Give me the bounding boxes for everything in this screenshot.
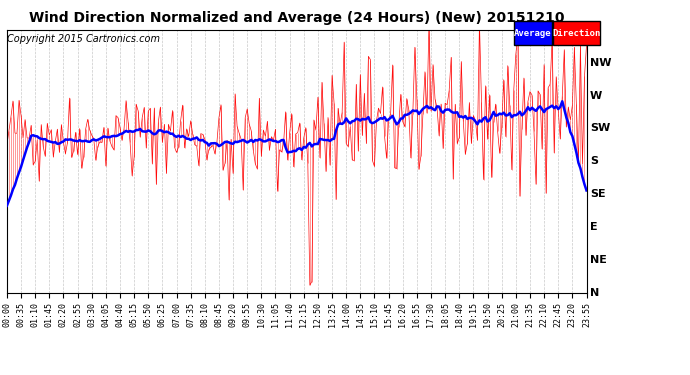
Text: NW: NW (590, 58, 611, 68)
Text: Copyright 2015 Cartronics.com: Copyright 2015 Cartronics.com (7, 34, 160, 44)
Text: E: E (590, 222, 598, 232)
Text: N: N (590, 25, 599, 35)
Text: N: N (590, 288, 599, 297)
Text: NE: NE (590, 255, 607, 265)
Text: Wind Direction Normalized and Average (24 Hours) (New) 20151210: Wind Direction Normalized and Average (2… (29, 11, 564, 25)
Text: Average: Average (514, 28, 552, 38)
Text: S: S (590, 156, 598, 166)
Text: W: W (590, 91, 602, 101)
Text: SE: SE (590, 189, 606, 199)
Text: SW: SW (590, 123, 610, 134)
Text: Direction: Direction (552, 28, 600, 38)
